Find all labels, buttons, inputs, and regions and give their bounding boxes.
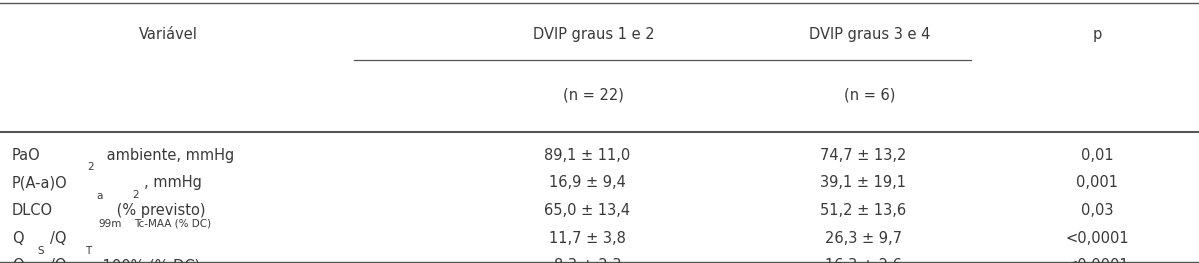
Text: /Q: /Q xyxy=(50,258,67,263)
Text: 100% (% DC): 100% (% DC) xyxy=(98,258,200,263)
Text: (% previsto): (% previsto) xyxy=(112,203,205,218)
Text: p: p xyxy=(1092,27,1102,42)
Text: DVIP graus 1 e 2: DVIP graus 1 e 2 xyxy=(532,27,655,42)
Text: 2: 2 xyxy=(88,162,95,172)
Text: T: T xyxy=(85,246,91,256)
Text: 99m: 99m xyxy=(98,219,121,229)
Text: DLCO: DLCO xyxy=(12,203,53,218)
Text: (n = 6): (n = 6) xyxy=(844,87,894,102)
Text: (n = 22): (n = 22) xyxy=(564,87,623,102)
Text: 0,001: 0,001 xyxy=(1076,175,1119,190)
Text: S: S xyxy=(37,246,44,256)
Text: <0,0001: <0,0001 xyxy=(1065,258,1129,263)
Text: 74,7 ± 13,2: 74,7 ± 13,2 xyxy=(820,148,906,163)
Text: 0,03: 0,03 xyxy=(1080,203,1114,218)
Text: 2: 2 xyxy=(132,190,139,200)
Text: 8,3 ± 2,3: 8,3 ± 2,3 xyxy=(554,258,621,263)
Text: 16,3 ± 2,6: 16,3 ± 2,6 xyxy=(825,258,902,263)
Text: 26,3 ± 9,7: 26,3 ± 9,7 xyxy=(825,230,902,246)
Text: 0,01: 0,01 xyxy=(1080,148,1114,163)
Text: 65,0 ± 13,4: 65,0 ± 13,4 xyxy=(544,203,631,218)
Text: Q: Q xyxy=(12,258,24,263)
Text: ambiente, mmHg: ambiente, mmHg xyxy=(102,148,234,163)
Text: 89,1 ± 11,0: 89,1 ± 11,0 xyxy=(544,148,631,163)
Text: 11,7 ± 3,8: 11,7 ± 3,8 xyxy=(549,230,626,246)
Text: 39,1 ± 19,1: 39,1 ± 19,1 xyxy=(820,175,906,190)
Text: /Q: /Q xyxy=(50,230,67,246)
Text: PaO: PaO xyxy=(12,148,41,163)
Text: 51,2 ± 13,6: 51,2 ± 13,6 xyxy=(820,203,906,218)
Text: <0,0001: <0,0001 xyxy=(1065,230,1129,246)
Text: , mmHg: , mmHg xyxy=(144,175,201,190)
Text: DVIP graus 3 e 4: DVIP graus 3 e 4 xyxy=(808,27,930,42)
Text: Variável: Variável xyxy=(138,27,198,42)
Text: Q: Q xyxy=(12,230,24,246)
Text: Tc-MAA (% DC): Tc-MAA (% DC) xyxy=(134,219,211,229)
Text: 16,9 ± 9,4: 16,9 ± 9,4 xyxy=(549,175,626,190)
Text: a: a xyxy=(96,191,102,201)
Text: P(A-a)O: P(A-a)O xyxy=(12,175,67,190)
